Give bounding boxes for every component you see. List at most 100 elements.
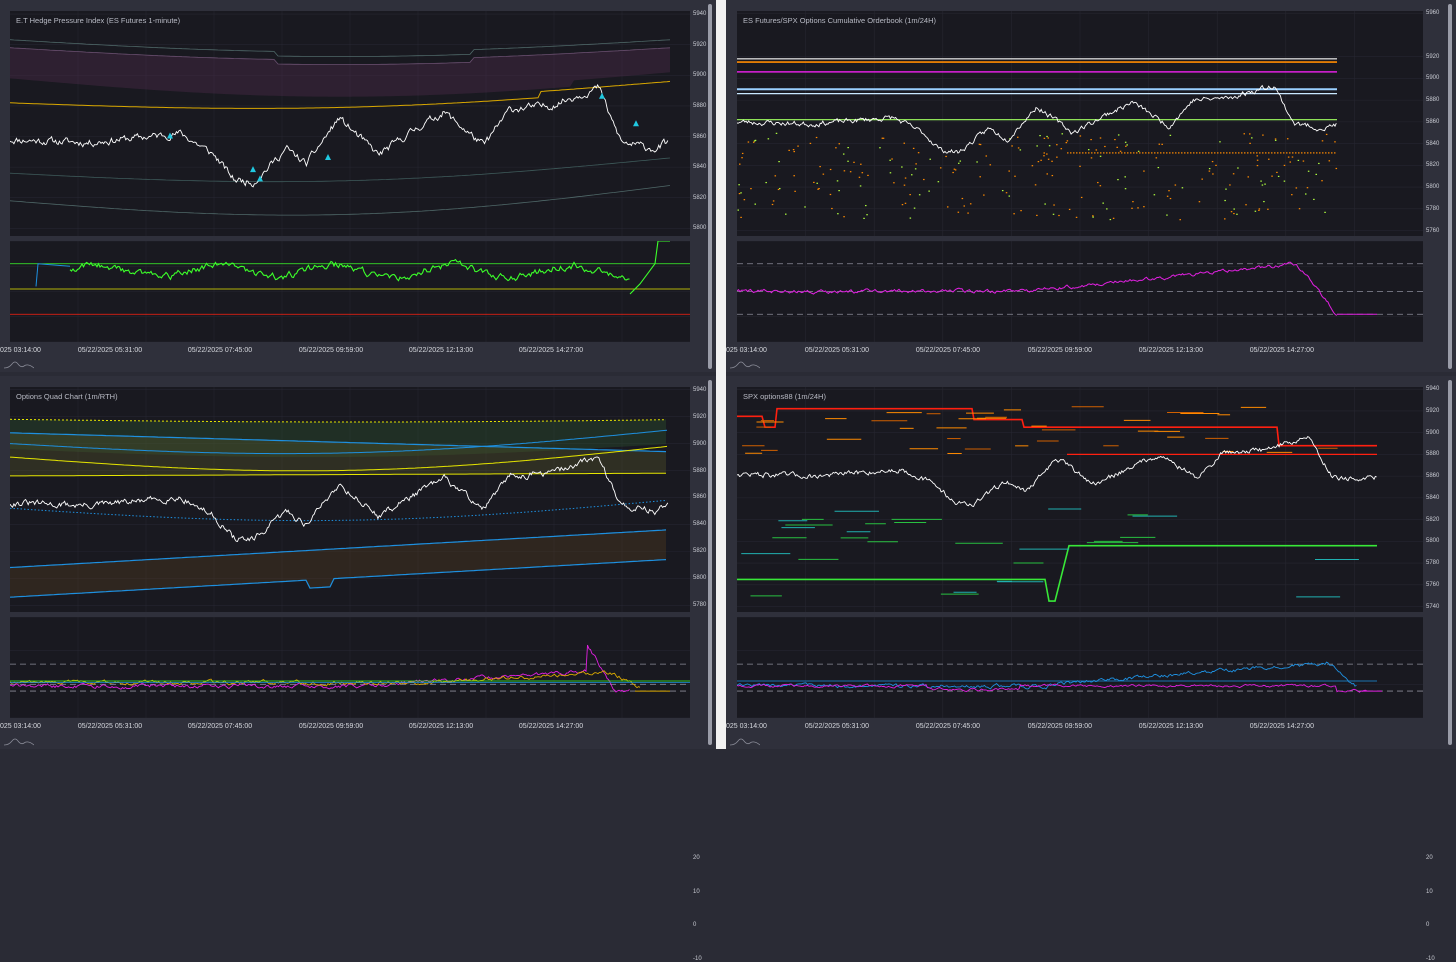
orderbook-dot: [1068, 208, 1071, 211]
panel-options-quad: Options Quad Chart (1m/RTH) 5940 5920 5900…: [0, 376, 716, 962]
orderbook-dot: [1166, 195, 1169, 197]
orderbook-dot: [1244, 152, 1246, 154]
orderbook-dot: [915, 163, 917, 165]
vertical-scrollbar[interactable]: [1448, 4, 1452, 369]
orderbook-dot: [747, 141, 750, 143]
orderbook-dot: [1014, 175, 1016, 177]
marker-triangle: [599, 92, 605, 99]
y-axis-lower: 20 10 0 -10: [1423, 617, 1451, 962]
orderbook-dot: [1046, 153, 1048, 155]
magenta-series: [10, 644, 630, 693]
orderbook-dot: [1256, 164, 1259, 167]
orderbook-dot: [777, 188, 780, 191]
y-tick-label: 5920: [1426, 53, 1440, 60]
envelope-top: [10, 39, 671, 57]
orderbook-dot: [1286, 152, 1288, 154]
options-quad-price-chart: [10, 387, 690, 612]
green-step-line: [737, 544, 1377, 602]
chart-title: ES Futures/SPX Options Cumulative Orderb…: [743, 16, 936, 25]
orderbook-dot: [1103, 152, 1105, 154]
orderbook-dot: [1324, 211, 1326, 213]
orderbook-dot: [882, 137, 885, 139]
orderbook-dot: [1211, 152, 1213, 154]
orderbook-dot: [879, 147, 881, 149]
orderbook-dot: [1046, 135, 1048, 138]
orderbook-dot: [1043, 137, 1046, 139]
orderbook-dot: [1051, 174, 1054, 177]
y-tick-label: 5880: [1426, 451, 1440, 458]
orderbook-dot: [1154, 152, 1156, 154]
orderbook-dot: [1243, 133, 1246, 135]
orderbook-dot: [1334, 141, 1336, 143]
x-tick-label: 05/22/2025 09:59:00: [298, 347, 364, 354]
orderbook-dot: [904, 202, 907, 204]
y-tick-label: 5880: [693, 467, 707, 474]
orderbook-dot: [1092, 216, 1094, 218]
orderbook-dot: [1315, 173, 1317, 175]
orderbook-dot: [1237, 167, 1239, 169]
orderbook-dot: [837, 213, 839, 215]
orderbook-dot: [1307, 152, 1309, 154]
orderbook-dot: [1280, 152, 1282, 154]
orderbook-dot: [1087, 149, 1090, 151]
vertical-scrollbar[interactable]: [1448, 380, 1452, 745]
time-axis: 025 03:14:00 05/22/2025 05:31:00 05/22/202…: [726, 721, 1423, 735]
orderbook-dot: [815, 136, 818, 139]
orderbook-dot: [1060, 148, 1063, 150]
orderbook-dot: [901, 166, 903, 168]
orderbook-dot: [1044, 203, 1046, 205]
orderbook-dot: [765, 181, 767, 184]
orderbook-dot: [1090, 138, 1092, 141]
orderbook-dot: [1313, 198, 1315, 201]
orderbook-dot: [1301, 152, 1303, 154]
orderbook-dot: [754, 203, 757, 205]
orderbook-dot: [836, 180, 839, 182]
vertical-scrollbar[interactable]: [708, 380, 712, 745]
blue-line: [10, 429, 668, 455]
vertical-scrollbar[interactable]: [708, 4, 712, 369]
y-tick-label: 20: [693, 855, 700, 861]
orderbook-dot: [740, 192, 742, 194]
orderbook-dot: [1157, 152, 1159, 154]
marker-triangle: [325, 153, 331, 160]
orderbook-dot: [1117, 134, 1120, 136]
orderbook-dot: [1148, 152, 1150, 154]
orderbook-dot: [1058, 214, 1060, 217]
orderbook-dot: [923, 178, 925, 181]
orderbook-dot: [1249, 142, 1251, 144]
x-tick-label: 05/22/2025 12:13:00: [408, 723, 474, 730]
orderbook-dot: [1043, 152, 1045, 154]
spx-options-oscillator-chart: [737, 617, 1423, 718]
x-tick-label: 05/22/2025 12:13:00: [1138, 723, 1204, 730]
y-axis-upper: 5940 5920 5900 5880 5860 5840 5820 5800 5780 5760…: [1423, 376, 1451, 612]
orderbook-dot: [983, 194, 985, 196]
orderbook-dot: [1142, 152, 1144, 154]
orderbook-dot: [1067, 152, 1069, 154]
orderbook-dot: [1117, 179, 1119, 181]
orderbook-dot: [1094, 152, 1096, 154]
orderbook-dot: [952, 171, 954, 174]
orderbook-dot: [1307, 170, 1310, 172]
orderbook-dot: [1124, 152, 1126, 154]
orderbook-dot: [843, 170, 846, 172]
orderbook-dot: [1198, 201, 1201, 203]
orderbook-dot: [1034, 184, 1037, 186]
orderbook-dot: [1199, 152, 1201, 154]
y-tick-label: 5880: [693, 102, 707, 109]
y-tick-label: 5800: [1426, 538, 1440, 545]
orderbook-dot: [1321, 180, 1323, 182]
orderbook-dot: [1174, 184, 1177, 186]
orderbook-dot: [963, 205, 965, 207]
y-tick-label: 5740: [1426, 603, 1440, 610]
orderbook-dot: [1232, 173, 1235, 175]
orderbook-dot: [1011, 145, 1013, 147]
orderbook-dot: [1292, 152, 1294, 154]
orderbook-dot: [793, 150, 795, 153]
orderbook-dot: [1201, 178, 1203, 180]
orderbook-dot: [843, 216, 845, 218]
orderbook-dot: [1287, 156, 1290, 158]
orderbook-dot: [1073, 152, 1075, 154]
orderbook-dot: [1247, 152, 1249, 154]
y-tick-label: 5860: [693, 133, 707, 140]
y-tick-label: 5840: [1426, 140, 1440, 147]
